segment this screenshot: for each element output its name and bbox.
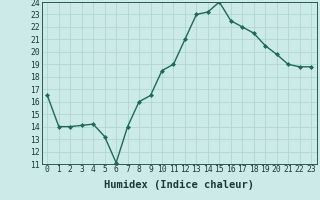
X-axis label: Humidex (Indice chaleur): Humidex (Indice chaleur) <box>104 180 254 190</box>
